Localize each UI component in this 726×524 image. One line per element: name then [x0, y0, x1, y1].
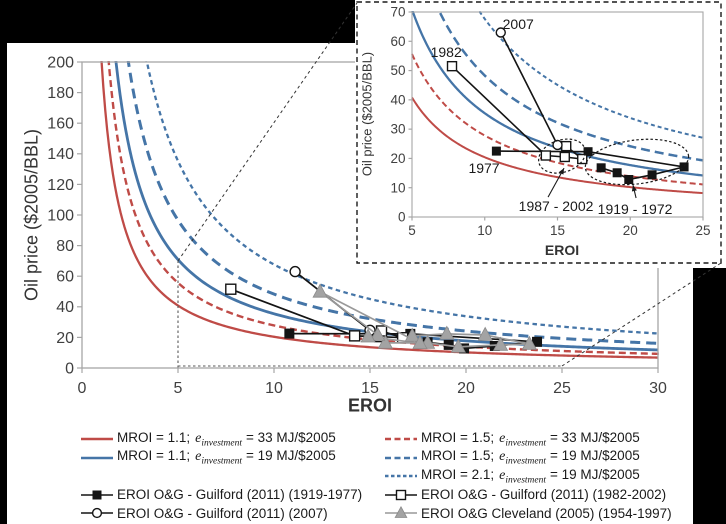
- legend-spacer: [80, 467, 362, 486]
- legend-marker-swatch: [385, 506, 417, 519]
- legend-row: MROI = 1.5; einvestment = 33 MJ/$2005: [384, 430, 672, 449]
- inset-x-axis-title: EROI: [544, 242, 580, 258]
- legend-column-right: MROI = 1.5; einvestment = 33 MJ/$2005 MROI …: [384, 430, 672, 523]
- legend-label: MROI = 1.5; einvestment = 19 MJ/$2005: [421, 448, 640, 468]
- legend-label: MROI = 2.1; einvestment = 19 MJ/$2005: [421, 466, 640, 486]
- legend-row: MROI = 2.1; einvestment = 19 MJ/$2005: [384, 467, 672, 486]
- legend-marker-swatch: [81, 490, 113, 500]
- legend-label: MROI = 1.1; einvestment = 19 MJ/$2005: [117, 448, 336, 468]
- legend-column-left: MROI = 1.1; einvestment = 33 MJ/$2005 MROI …: [80, 430, 362, 523]
- legend-label: EROI O&G - Guilford (2011) (1982-2002): [421, 487, 667, 503]
- main-y-axis-title: Oil price ($2005/BBL): [21, 128, 42, 302]
- inset-y-axis-title: Oil price ($2005/BBL): [359, 51, 375, 177]
- legend-label: EROI O&G - Guilford (2011) (1919-1977): [117, 487, 363, 503]
- legend-label: EROI O&G Cleveland (2005) (1954-1997): [421, 505, 672, 521]
- legend-row: EROI O&G - Guilford (2011) (1982-2002): [384, 486, 672, 505]
- legend-line-swatch: [385, 474, 417, 478]
- legend-row: EROI O&G - Guilford (2011) (1919-1977): [80, 486, 362, 505]
- legend-line-swatch: [81, 456, 113, 460]
- legend-label: EROI O&G - Guilford (2011) (2007): [117, 505, 328, 521]
- legend-row: EROI O&G Cleveland (2005) (1954-1997): [384, 504, 672, 523]
- legend-row: MROI = 1.1; einvestment = 19 MJ/$2005: [80, 448, 362, 468]
- marker-open-square: [395, 489, 407, 500]
- legend-marker-swatch: [385, 489, 417, 500]
- legend-row: EROI O&G - Guilford (2011) (2007): [80, 504, 362, 523]
- legend-row: MROI = 1.5; einvestment = 19 MJ/$2005: [384, 448, 672, 468]
- legend-row: MROI = 1.1; einvestment = 33 MJ/$2005: [80, 430, 362, 449]
- inset-zoom-panel: [355, 0, 726, 268]
- marker-filled-triangle: [394, 506, 408, 519]
- legend-label: MROI = 1.5; einvestment = 33 MJ/$2005: [421, 429, 640, 449]
- marker-filled-square: [92, 490, 102, 500]
- legend-label: MROI = 1.1; einvestment = 33 MJ/$2005: [117, 429, 336, 449]
- legend-line-swatch: [385, 437, 417, 441]
- legend-line-swatch: [385, 456, 417, 460]
- legend-marker-swatch: [81, 508, 113, 519]
- main-x-axis-title: EROI: [347, 395, 393, 416]
- legend-line-swatch: [81, 437, 113, 441]
- marker-open-circle: [91, 508, 103, 519]
